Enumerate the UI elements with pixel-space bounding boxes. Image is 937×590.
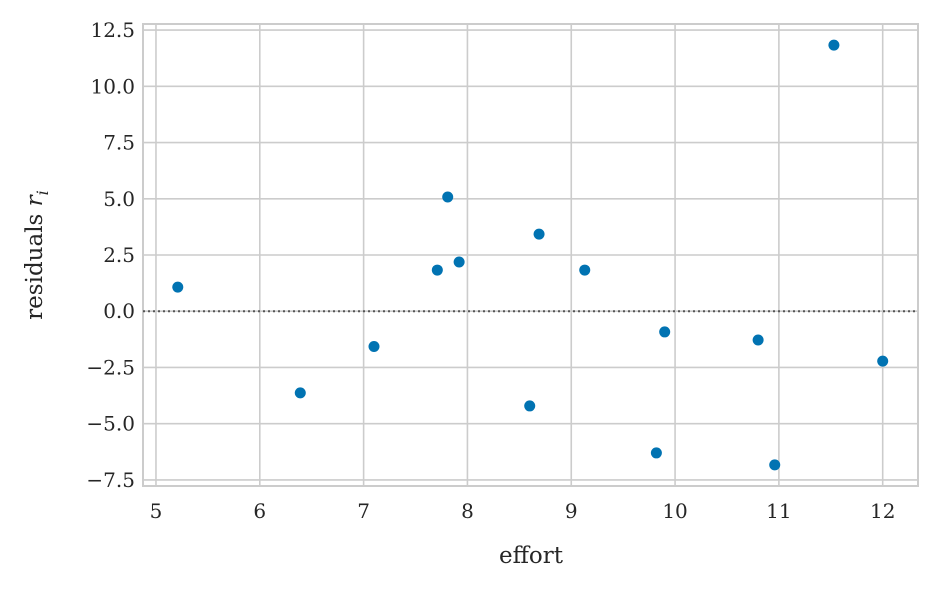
y-tick-label: 10.0	[90, 74, 135, 98]
scatter-point	[752, 334, 764, 346]
y-axis-label-var: r	[22, 193, 48, 206]
x-tick-label: 10	[662, 499, 687, 523]
scatter-point	[828, 39, 840, 51]
x-tick-label: 7	[357, 499, 370, 523]
scatter-point	[442, 191, 454, 203]
scatter-point	[172, 281, 184, 293]
y-tick-label: −7.5	[86, 468, 135, 492]
y-tick-label: 12.5	[90, 18, 135, 42]
y-tick-label: 7.5	[103, 131, 135, 155]
scatter-point	[294, 387, 306, 399]
y-axis-label-text: residuals	[22, 214, 48, 320]
x-tick-label: 11	[766, 499, 791, 523]
y-axis-label: residuals ri	[22, 190, 52, 320]
y-tick-label: 5.0	[103, 187, 135, 211]
x-tick-label: 6	[253, 499, 266, 523]
scatter-point	[769, 459, 781, 471]
scatter-point	[877, 355, 889, 367]
scatter-point	[659, 326, 671, 338]
scatter-point	[533, 228, 545, 240]
y-tick-label: 2.5	[103, 243, 135, 267]
x-axis-label: effort	[499, 543, 564, 569]
scatter-point	[524, 400, 536, 412]
x-tick-label: 9	[565, 499, 578, 523]
y-axis-label-sub: i	[33, 190, 52, 195]
scatter-point	[650, 447, 662, 459]
scatter-point	[368, 341, 380, 353]
scatter-point	[431, 264, 443, 276]
x-tick-label: 8	[461, 499, 474, 523]
scatter-point	[579, 264, 591, 276]
scatter-point	[453, 256, 465, 268]
x-tick-label: 12	[870, 499, 895, 523]
y-tick-label: 0.0	[103, 299, 135, 323]
x-tick-label: 5	[150, 499, 163, 523]
plot-frame	[142, 23, 919, 487]
y-tick-label: −2.5	[86, 355, 135, 379]
y-tick-label: −5.0	[86, 412, 135, 436]
